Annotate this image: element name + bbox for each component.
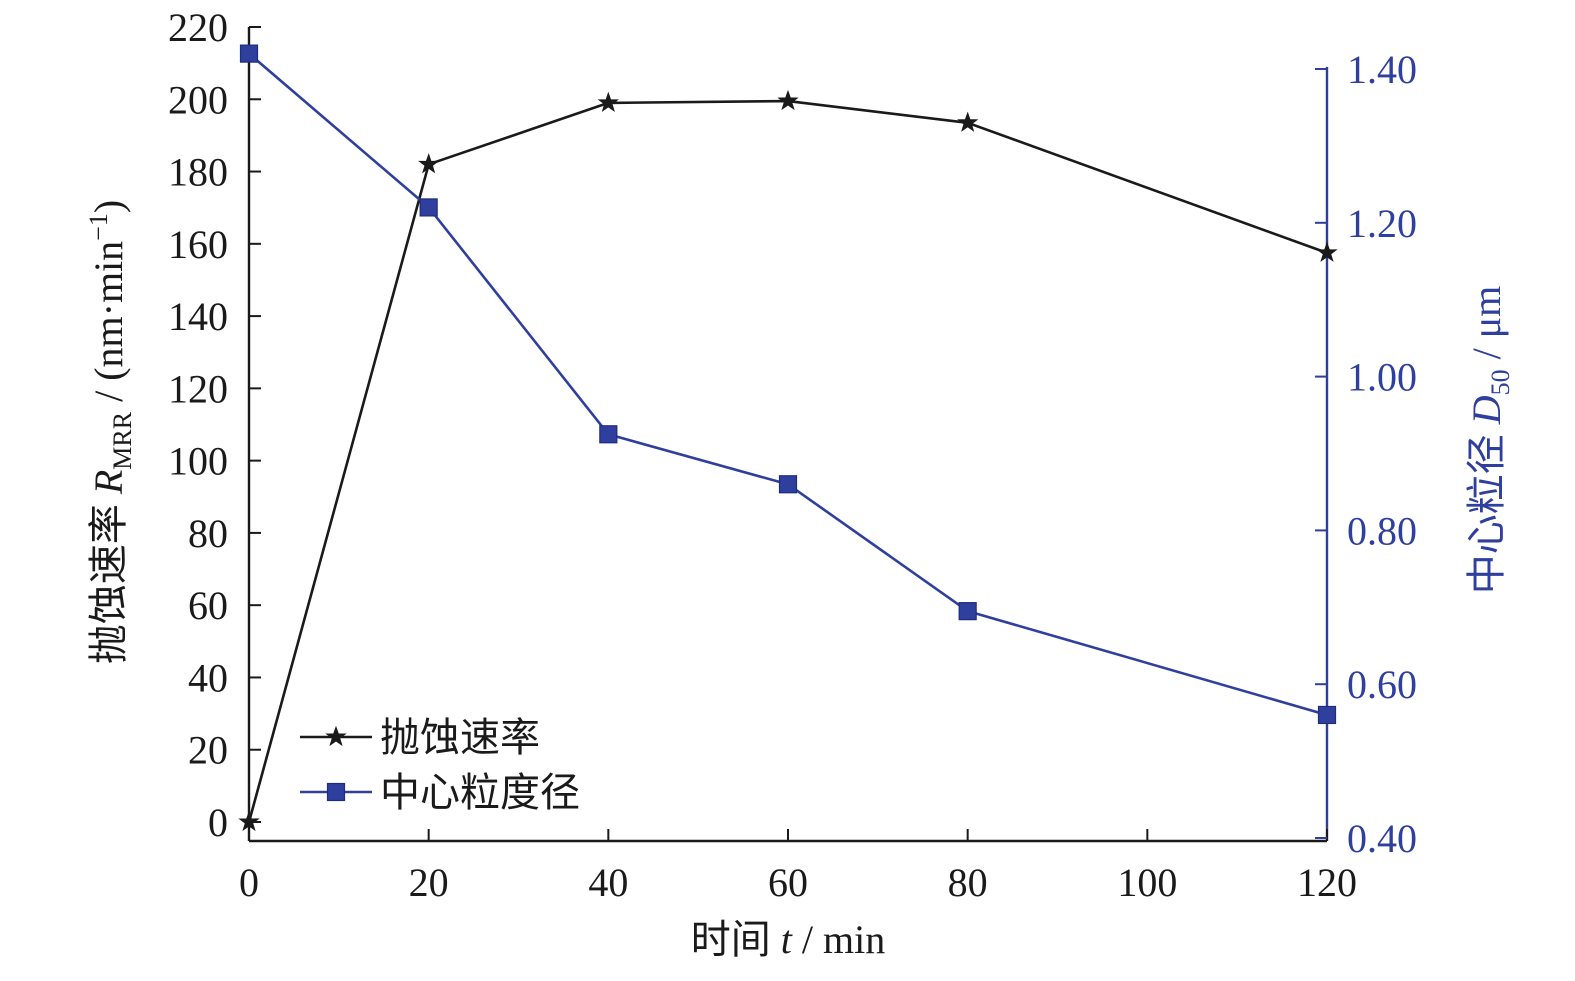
x-tick-label: 40 — [588, 860, 628, 905]
left-y-tick-label: 80 — [188, 511, 228, 556]
square-marker — [778, 475, 798, 494]
x-tick-label: 80 — [948, 860, 988, 905]
legend-label: 中心粒度径 — [380, 770, 580, 815]
star-marker — [597, 91, 619, 112]
star-marker — [957, 111, 979, 132]
x-axis-title: 时间 t / min — [691, 917, 885, 962]
axis-titles: 时间 t / min 抛蚀速率 RMRR / (nm·min−1) 中心粒径 D50… — [84, 200, 1515, 962]
square-marker — [599, 425, 618, 444]
right-y-tick-label: 0.40 — [1347, 816, 1417, 861]
right-y-tick-label: 1.40 — [1347, 47, 1417, 92]
star-marker — [777, 89, 799, 111]
left-y-tick-label: 60 — [188, 583, 228, 628]
series-mrr — [238, 89, 1338, 832]
x-tick-label: 60 — [768, 860, 808, 905]
series-d50 — [239, 44, 1337, 725]
left-y-axis-title: 抛蚀速率 RMRR / (nm·min−1) — [84, 200, 137, 664]
star-marker — [238, 810, 260, 832]
star-marker — [418, 153, 440, 174]
right-y-tick-label: 1.00 — [1347, 355, 1417, 400]
right-y-tick-label: 1.20 — [1347, 201, 1417, 246]
square-marker — [239, 44, 259, 63]
x-tick-label: 120 — [1297, 860, 1357, 905]
series-layer — [238, 44, 1338, 832]
left-y-tick-label: 220 — [168, 5, 228, 50]
left-y-tick-label: 100 — [168, 439, 228, 484]
left-y-tick-label: 40 — [188, 655, 228, 700]
right-y-axis-title: 中心粒径 D50 / μm — [1464, 286, 1515, 595]
axes: 0 20 40 60 80 100 120 0 20 40 60 80 100 120 140 160 180 2… — [168, 5, 1417, 905]
legend-item: 中心粒度径 — [300, 770, 580, 815]
x-tick-label: 100 — [1117, 860, 1177, 905]
square-marker — [1317, 705, 1337, 725]
left-y-tick-label: 180 — [168, 150, 228, 195]
square-marker — [958, 602, 977, 621]
x-tick-label: 0 — [239, 860, 259, 905]
left-y-tick-label: 160 — [168, 222, 228, 267]
left-y-tick-label: 0 — [208, 800, 228, 845]
x-tick-label: 20 — [409, 860, 449, 905]
series-line — [247, 99, 1328, 823]
legend-item: 抛蚀速率 — [300, 715, 540, 760]
star-marker — [1316, 241, 1338, 262]
right-y-tick-label: 0.80 — [1347, 508, 1417, 553]
left-y-tick-label: 20 — [188, 728, 228, 773]
legend-star-marker — [325, 725, 347, 747]
square-marker — [419, 198, 438, 217]
series-line — [248, 52, 1328, 717]
left-y-tick-label: 140 — [168, 294, 228, 339]
legend-label: 抛蚀速率 — [380, 715, 540, 760]
left-y-tick-label: 120 — [168, 366, 228, 411]
legend-square-marker — [326, 782, 346, 802]
right-y-tick-label: 0.60 — [1347, 662, 1417, 707]
left-y-tick-label: 200 — [168, 77, 228, 122]
